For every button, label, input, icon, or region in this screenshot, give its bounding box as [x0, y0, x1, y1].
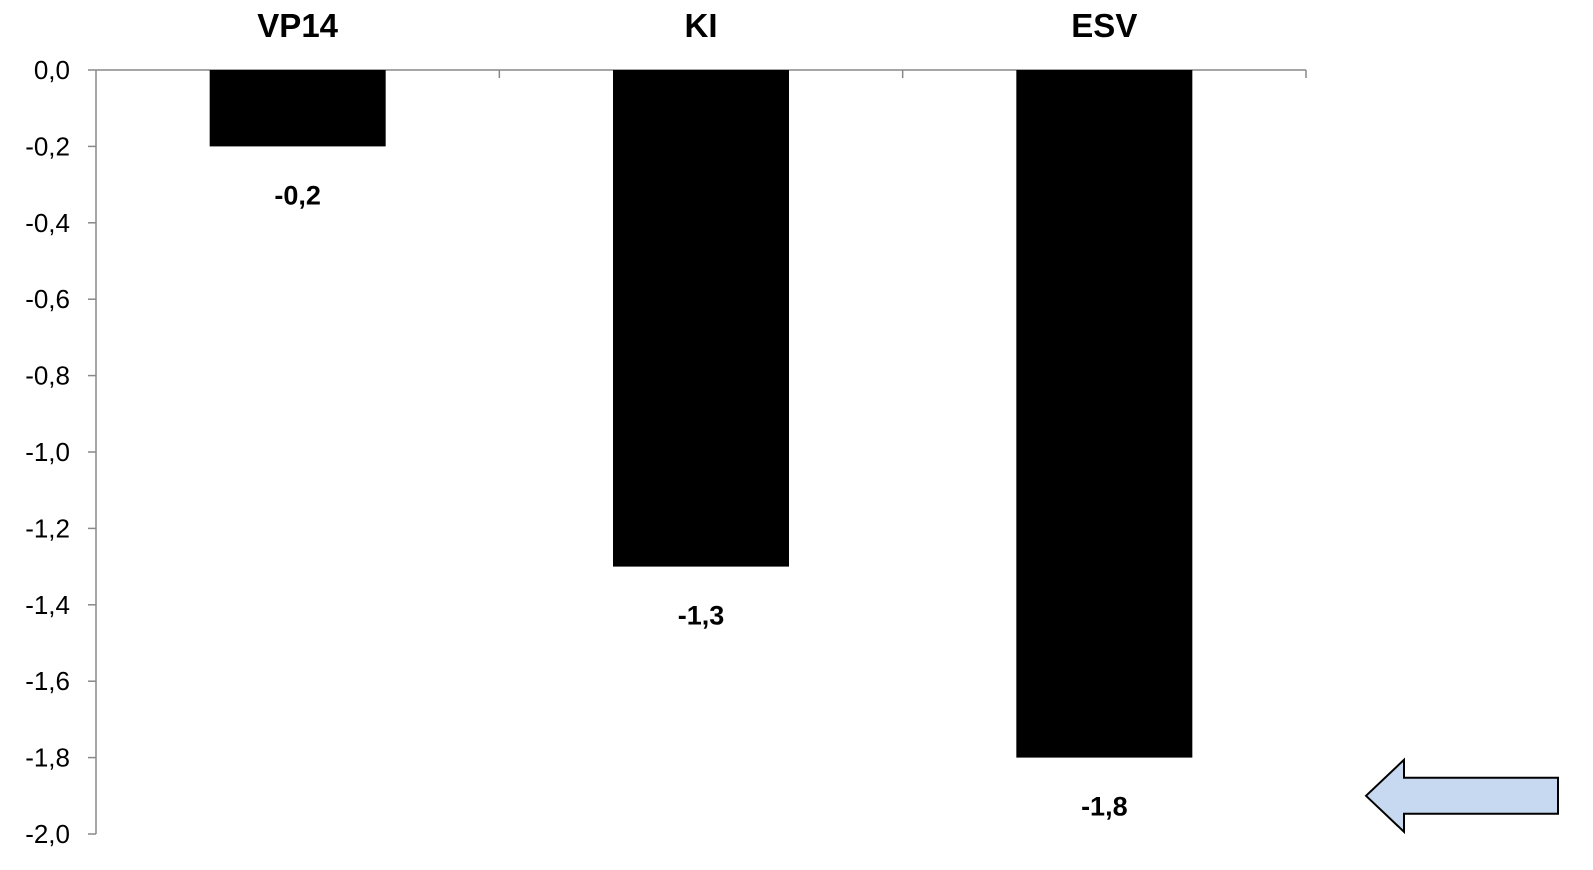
annotation-group: [1364, 757, 1559, 835]
y-tick-label: -0,2: [25, 131, 70, 161]
y-tick-label: 0,0: [34, 55, 70, 85]
category-label: VP14: [257, 7, 338, 44]
y-tick-label: -0,4: [25, 208, 70, 238]
y-tick-label: -0,6: [25, 284, 70, 314]
y-tick-label: -1,0: [25, 437, 70, 467]
y-tick-label: -2,0: [25, 819, 70, 849]
y-tick-label: -1,6: [25, 666, 70, 696]
bar-vp14: [209, 70, 386, 147]
category-label: KI: [685, 7, 718, 44]
category-label: ESV: [1071, 7, 1137, 44]
bars-group: [209, 70, 1193, 758]
left-arrow-icon: [1364, 757, 1559, 835]
bar-esv: [1016, 70, 1193, 758]
bar-ki: [613, 70, 789, 567]
y-tick-label: -0,8: [25, 361, 70, 391]
y-tick-label: -1,2: [25, 513, 70, 543]
labels-group: 0,0 -0,2 -0,4 -0,6 -0,8 -1,0 -1,2 -1,4 -1,6 -1,8 -…: [25, 7, 1137, 849]
y-tick-label: -1,8: [25, 743, 70, 773]
data-label: -1,3: [678, 601, 725, 631]
data-label: -0,2: [274, 180, 321, 210]
y-tick-label: -1,4: [25, 590, 70, 620]
data-label: -1,8: [1081, 792, 1128, 822]
